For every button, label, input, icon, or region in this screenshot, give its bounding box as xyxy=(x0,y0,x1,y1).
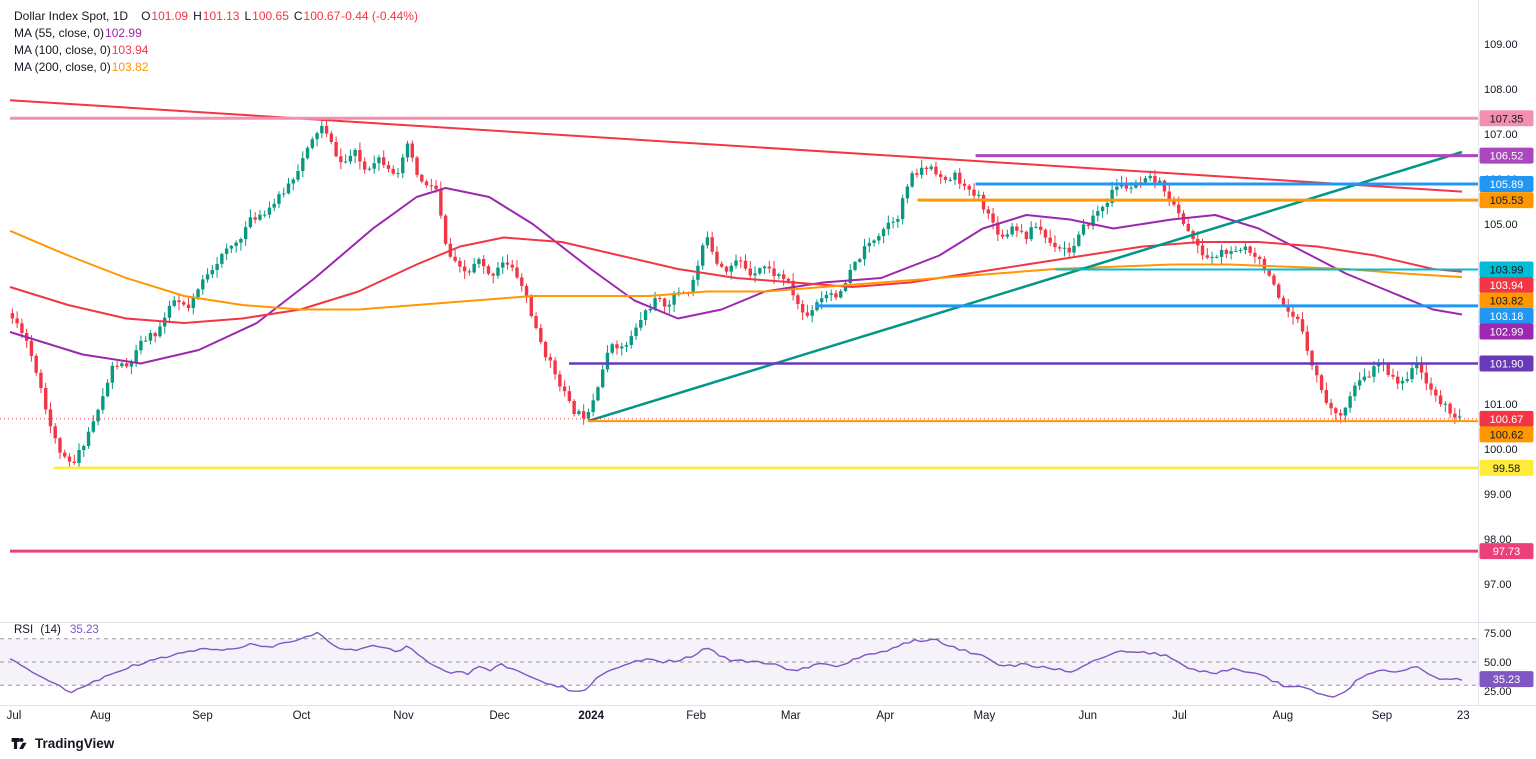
ma-badge-ma200: 103.82 xyxy=(1479,292,1534,309)
indicator-row-ma55[interactable]: MA (55, close, 0)102.99 xyxy=(14,25,418,42)
svg-text:25.00: 25.00 xyxy=(1484,686,1512,698)
ma-badge-ma100: 103.94 xyxy=(1479,276,1534,293)
svg-text:100.67: 100.67 xyxy=(1490,414,1524,426)
attribution[interactable]: TradingView xyxy=(10,734,114,753)
svg-text:101.90: 101.90 xyxy=(1490,359,1524,371)
svg-text:23: 23 xyxy=(1457,710,1470,722)
svg-text:Apr: Apr xyxy=(876,710,894,722)
low-value: 100.65 xyxy=(252,9,289,23)
tradingview-logo-icon xyxy=(10,734,29,753)
svg-text:97.73: 97.73 xyxy=(1493,546,1521,558)
svg-text:105.89: 105.89 xyxy=(1490,179,1524,191)
svg-text:105.53: 105.53 xyxy=(1490,195,1524,207)
level-badge-97.73: 97.73 xyxy=(1479,543,1534,560)
rsi-params: (14) xyxy=(40,624,61,636)
svg-text:Oct: Oct xyxy=(293,710,312,722)
level-badge-99.58: 99.58 xyxy=(1479,459,1534,476)
level-badge-103.18: 103.18 xyxy=(1479,307,1534,324)
rsi-value: 35.23 xyxy=(70,624,99,636)
svg-text:102.99: 102.99 xyxy=(1490,326,1524,338)
ma200-label: MA (200, close, 0) xyxy=(14,60,111,74)
ma-line-ma100 xyxy=(9,236,1463,324)
svg-text:98.00: 98.00 xyxy=(1484,534,1512,546)
indicator-row-ma200[interactable]: MA (200, close, 0)103.82 xyxy=(14,59,418,76)
svg-text:75.00: 75.00 xyxy=(1484,628,1512,640)
rsi-pane xyxy=(0,631,1478,698)
svg-text:Aug: Aug xyxy=(90,710,110,722)
level-badge-106.52: 106.52 xyxy=(1479,147,1534,164)
time-axis-labels: Jul Aug Sep Oct Nov Dec 2024 Feb Mar Apr May Jun Jul… xyxy=(7,710,1470,722)
svg-text:Jun: Jun xyxy=(1079,710,1098,722)
svg-text:Nov: Nov xyxy=(393,710,414,722)
svg-text:Sep: Sep xyxy=(192,710,212,722)
rsi-value-badge: 35.23 xyxy=(1479,671,1534,688)
svg-text:103.18: 103.18 xyxy=(1490,311,1524,323)
open-value: 101.09 xyxy=(151,9,189,23)
svg-text:103.99: 103.99 xyxy=(1490,264,1524,276)
rsi-label: RSI xyxy=(14,624,34,636)
svg-text:103.82: 103.82 xyxy=(1490,295,1524,307)
svg-text:Jul: Jul xyxy=(7,710,22,722)
svg-text:May: May xyxy=(973,710,995,722)
indicator-row-ma100[interactable]: MA (100, close, 0)103.94 xyxy=(14,42,418,59)
high-value: 101.13 xyxy=(202,9,240,23)
level-badge-107.35: 107.35 xyxy=(1479,110,1534,127)
svg-text:50.00: 50.00 xyxy=(1484,657,1512,669)
svg-text:99.58: 99.58 xyxy=(1493,463,1521,475)
svg-text:107.00: 107.00 xyxy=(1484,129,1518,141)
level-badge-101.90: 101.90 xyxy=(1479,355,1534,372)
symbol-title: Dollar Index Spot, 1D xyxy=(14,9,129,23)
brand-name: TradingView xyxy=(35,736,115,751)
open-label: O xyxy=(141,9,151,23)
change-value: -0.44 (-0.44%) xyxy=(341,9,418,23)
level-badge-103.99: 103.99 xyxy=(1479,261,1534,278)
symbol-legend: Dollar Index Spot, 1D O101.09 H101.13 L100.… xyxy=(14,8,418,76)
low-label: L xyxy=(244,9,252,23)
price-axis-badges: 107.35 106.52 105.89 105.53 103.99 103.94 103.… xyxy=(1479,110,1534,560)
trendline-descending-resistance xyxy=(9,99,1463,193)
rsi-legend[interactable]: RSI (14) 35.23 xyxy=(14,624,99,636)
ma100-value: 103.94 xyxy=(111,43,149,57)
level-badge-100.62: 100.62 xyxy=(1479,426,1534,443)
svg-text:105.00: 105.00 xyxy=(1484,219,1518,231)
svg-text:107.35: 107.35 xyxy=(1490,113,1524,125)
ohlc-row[interactable]: Dollar Index Spot, 1D O101.09 H101.13 L100.… xyxy=(14,8,418,25)
ma100-label: MA (100, close, 0) xyxy=(14,43,111,57)
svg-text:109.00: 109.00 xyxy=(1484,39,1518,51)
svg-text:Aug: Aug xyxy=(1273,710,1293,722)
rsi-line xyxy=(9,631,1463,698)
svg-text:100.62: 100.62 xyxy=(1490,429,1524,441)
svg-text:106.52: 106.52 xyxy=(1490,151,1524,163)
svg-text:Mar: Mar xyxy=(781,710,801,722)
svg-text:108.00: 108.00 xyxy=(1484,84,1518,96)
svg-text:35.23: 35.23 xyxy=(1493,674,1521,686)
ma-line-ma200 xyxy=(9,229,1463,311)
close-value: 100.67 xyxy=(303,9,341,23)
svg-text:103.94: 103.94 xyxy=(1490,280,1524,292)
level-badge-105.89: 105.89 xyxy=(1479,175,1534,192)
svg-text:Feb: Feb xyxy=(686,710,706,722)
svg-text:2024: 2024 xyxy=(578,710,604,722)
level-badge-105.53: 105.53 xyxy=(1479,192,1534,209)
last-price-badge: 100.67 xyxy=(1479,410,1534,427)
ma-badge-ma55: 102.99 xyxy=(1479,323,1534,340)
trendline-ascending-support xyxy=(587,150,1463,423)
ma55-label: MA (55, close, 0) xyxy=(14,26,105,40)
candles-layer xyxy=(10,119,1462,467)
svg-text:Sep: Sep xyxy=(1372,710,1392,722)
svg-text:Dec: Dec xyxy=(489,710,510,722)
svg-text:97.00: 97.00 xyxy=(1484,579,1512,591)
svg-text:101.00: 101.00 xyxy=(1484,399,1518,411)
svg-text:Jul: Jul xyxy=(1172,710,1187,722)
high-label: H xyxy=(193,9,202,23)
ma55-value: 102.99 xyxy=(105,26,142,40)
ma200-value: 103.82 xyxy=(111,60,149,74)
svg-text:100.00: 100.00 xyxy=(1484,444,1518,456)
main-pane xyxy=(0,99,1478,553)
svg-text:99.00: 99.00 xyxy=(1484,489,1512,501)
close-label: C xyxy=(293,9,303,23)
